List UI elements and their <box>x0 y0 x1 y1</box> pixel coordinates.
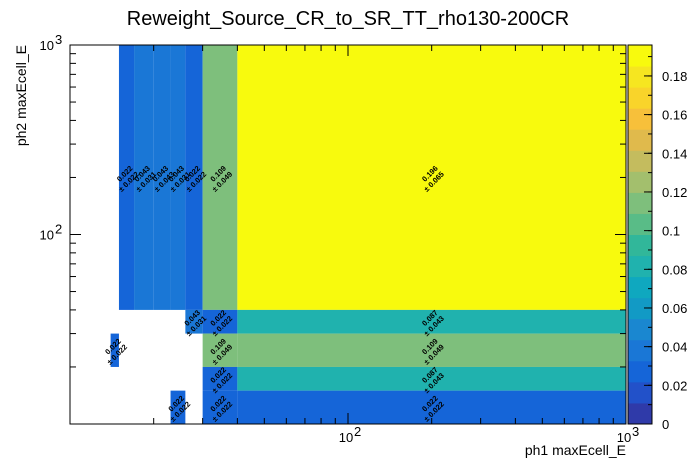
color-scale-tick-label: 0.12 <box>662 185 687 200</box>
heatmap-cell <box>237 366 626 391</box>
heatmap-cell <box>185 309 203 334</box>
y-tick-label: 10 <box>40 38 54 53</box>
color-scale-band <box>628 108 652 130</box>
heatmap-cell <box>110 333 119 367</box>
y-tick-label: 10 <box>40 228 54 243</box>
color-scale-tick-label: 0.02 <box>662 378 687 393</box>
color-scale-band <box>628 360 652 383</box>
heatmap-cell <box>202 45 238 310</box>
heatmap-cell <box>202 333 238 367</box>
heatmap-cell <box>170 390 186 424</box>
heatmap-cell <box>202 366 238 391</box>
heatmap-cell <box>237 309 626 334</box>
color-scale-tick-label: 0 <box>662 417 669 432</box>
color-scale-band <box>628 150 652 172</box>
heatmap-cell <box>237 333 626 367</box>
heatmap-cell <box>202 390 238 424</box>
heatmap-cell <box>153 45 171 310</box>
color-scale-band <box>628 87 652 109</box>
color-scale-frame <box>627 44 653 425</box>
color-scale: 0 0.02 0.04 0.06 0.08 0.1 0.12 0.14 0.16 0.18 <box>627 44 687 432</box>
y-tick-exponent: 3 <box>55 32 62 47</box>
color-scale-tick-label: 0.16 <box>662 108 687 123</box>
heatmap-cell <box>202 309 238 334</box>
color-scale-band <box>628 255 652 278</box>
y-axis-label: ph2 maxEcell_E <box>13 45 29 146</box>
heatmap-cell <box>237 45 626 310</box>
color-scale-band <box>628 45 652 67</box>
color-scale-band <box>628 234 652 257</box>
color-scale-band <box>628 402 652 425</box>
x-tick-exponent: 2 <box>354 424 361 439</box>
y-tick-exponent: 2 <box>55 222 62 237</box>
x-axis-label: ph1 maxEcell_E <box>525 442 626 458</box>
heatmap-cells <box>110 45 626 424</box>
x-tick-exponent: 3 <box>632 424 639 439</box>
color-scale-bands <box>628 45 652 425</box>
color-scale-band <box>628 213 652 235</box>
color-scale-band <box>628 192 652 214</box>
color-scale-band <box>628 381 652 404</box>
color-scale-tick-label: 0.18 <box>662 69 687 84</box>
heatmap-cell <box>185 45 203 310</box>
color-scale-band <box>628 66 652 88</box>
color-scale-band <box>628 129 652 151</box>
axis-ticks: 10 2 10 310 210 3 <box>40 32 640 445</box>
x-tick-label: 10 <box>339 430 353 445</box>
x-tick-label: 10 <box>617 430 631 445</box>
color-scale-tick-label: 0.06 <box>662 301 687 316</box>
color-scale-ticks: 0 0.02 0.04 0.06 0.08 0.1 0.12 0.14 0.16 0.18 <box>644 56 687 432</box>
color-scale-tick-label: 0.14 <box>662 146 687 161</box>
color-scale-band <box>628 171 652 193</box>
heatmap-cell <box>118 45 135 310</box>
color-scale-band <box>628 318 652 341</box>
color-scale-band <box>628 339 652 362</box>
chart-title: Reweight_Source_CR_to_SR_TT_rho130-200CR <box>127 8 569 30</box>
heatmap-cell <box>170 45 186 310</box>
color-scale-tick-label: 0.04 <box>662 340 687 355</box>
color-scale-tick-label: 0.1 <box>662 224 680 239</box>
heatmap-cell <box>134 45 154 310</box>
color-scale-band <box>628 297 652 320</box>
color-scale-band <box>628 276 652 299</box>
color-scale-tick-label: 0.08 <box>662 262 687 277</box>
